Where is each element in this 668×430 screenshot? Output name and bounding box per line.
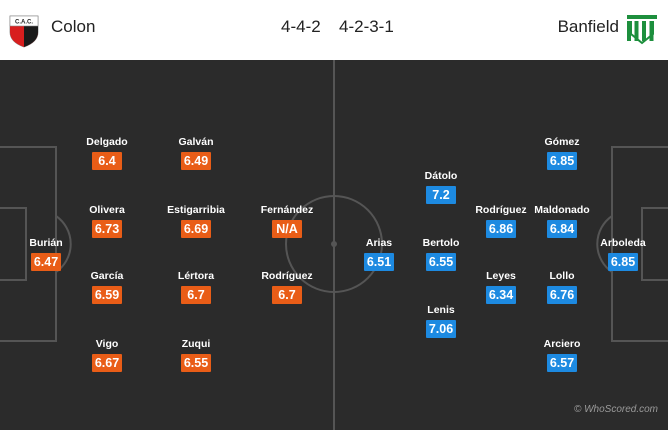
player-name: Arias [365, 237, 393, 249]
home-goal-area [0, 207, 27, 281]
player-rating: 6.49 [180, 152, 212, 170]
away-player[interactable]: Lollo 6.76 [527, 270, 597, 304]
home-player[interactable]: Galván 6.49 [161, 136, 231, 170]
away-team-name: Banfield [557, 17, 619, 36]
player-name: Rodríguez [261, 270, 313, 282]
player-name: Maldonado [534, 204, 590, 216]
player-rating: N/A [272, 220, 302, 238]
home-player[interactable]: Lértora 6.7 [161, 270, 231, 304]
home-player[interactable]: Burián 6.47 [11, 237, 81, 271]
player-rating: 6.57 [546, 354, 578, 372]
pitch: Burián 6.47 Delgado 6.4 Olivera 6.73 Gar… [0, 60, 668, 430]
player-name: Arboleda [600, 237, 646, 249]
player-name: García [90, 270, 124, 282]
away-goal-area [641, 207, 668, 281]
away-player[interactable]: Rodríguez 6.86 [466, 204, 536, 238]
home-player[interactable]: Zuqui 6.55 [161, 338, 231, 372]
player-name: Bertolo [422, 237, 460, 249]
player-name: Arciero [543, 338, 581, 350]
colon-crest-icon: C.A.C. [9, 15, 39, 48]
home-penalty-arc [55, 215, 72, 273]
player-rating: 6.55 [425, 253, 457, 271]
center-spot [331, 241, 337, 247]
player-rating: 6.85 [546, 152, 578, 170]
player-rating: 6.73 [91, 220, 123, 238]
away-player[interactable]: Arciero 6.57 [527, 338, 597, 372]
whoscored-watermark: © WhoScored.com [573, 404, 658, 415]
player-rating: 6.69 [180, 220, 212, 238]
home-player[interactable]: Olivera 6.73 [72, 204, 142, 238]
pitch-markings [0, 60, 668, 430]
banfield-crest-icon [627, 15, 657, 45]
player-name: Delgado [86, 136, 128, 148]
home-player[interactable]: Rodríguez 6.7 [252, 270, 322, 304]
away-player[interactable]: Maldonado 6.84 [527, 204, 597, 238]
player-name: Olivera [89, 204, 125, 216]
home-player[interactable]: Fernández N/A [252, 204, 322, 238]
home-player[interactable]: García 6.59 [72, 270, 142, 304]
player-name: Burián [29, 237, 63, 249]
player-name: Rodríguez [475, 204, 527, 216]
player-name: Fernández [260, 204, 314, 216]
player-rating: 6.84 [546, 220, 578, 238]
player-rating: 7.2 [426, 186, 456, 204]
away-player[interactable]: Leyes 6.34 [466, 270, 536, 304]
away-penalty-arc [596, 215, 613, 273]
player-rating: 6.86 [485, 220, 517, 238]
player-name: Estigarribia [167, 204, 225, 216]
player-name: Dátolo [424, 170, 458, 182]
player-rating: 6.7 [181, 286, 211, 304]
player-rating: 6.76 [546, 286, 578, 304]
center-circle [285, 195, 383, 293]
home-player[interactable]: Vigo 6.67 [72, 338, 142, 372]
player-name: Lértora [177, 270, 215, 282]
player-rating: 6.67 [91, 354, 123, 372]
away-player[interactable]: Lenis 7.06 [406, 304, 476, 338]
match-header: C.A.C. Colon 4-4-2 4-2-3-1 Banfield [0, 0, 668, 58]
player-rating: 6.59 [91, 286, 123, 304]
player-name: Leyes [486, 270, 516, 282]
away-player[interactable]: Arboleda 6.85 [588, 237, 658, 271]
home-penalty-box [0, 146, 57, 342]
player-rating: 7.06 [425, 320, 457, 338]
home-formation: 4-4-2 [281, 17, 321, 36]
away-player[interactable]: Gómez 6.85 [527, 136, 597, 170]
player-rating: 6.7 [272, 286, 302, 304]
away-formation: 4-2-3-1 [339, 17, 394, 36]
svg-text:C.A.C.: C.A.C. [15, 20, 33, 26]
player-name: Lenis [427, 304, 455, 316]
player-rating: 6.85 [607, 253, 639, 271]
away-player[interactable]: Bertolo 6.55 [406, 237, 476, 271]
home-team-name: Colon [51, 17, 96, 36]
player-name: Gómez [544, 136, 580, 148]
player-name: Vigo [95, 338, 119, 350]
player-rating: 6.55 [180, 354, 212, 372]
player-rating: 6.47 [30, 253, 62, 271]
player-rating: 6.4 [92, 152, 122, 170]
player-rating: 6.51 [363, 253, 395, 271]
away-player[interactable]: Dátolo 7.2 [406, 170, 476, 204]
away-penalty-box [611, 146, 668, 342]
player-name: Galván [178, 136, 214, 148]
player-rating: 6.34 [485, 286, 517, 304]
player-name: Lollo [549, 270, 575, 282]
player-name: Zuqui [181, 338, 211, 350]
away-player[interactable]: Arias 6.51 [344, 237, 414, 271]
home-player[interactable]: Delgado 6.4 [72, 136, 142, 170]
home-player[interactable]: Estigarribia 6.69 [161, 204, 231, 238]
